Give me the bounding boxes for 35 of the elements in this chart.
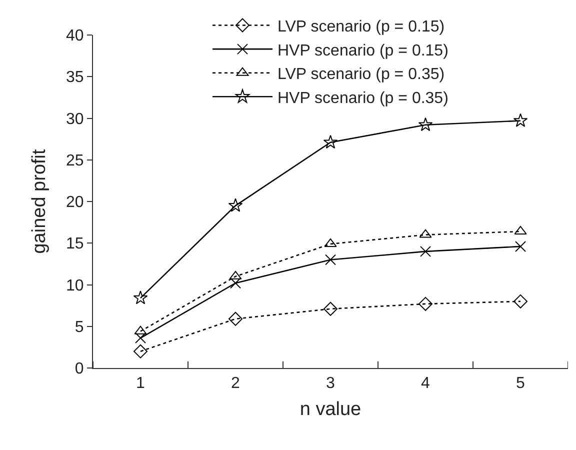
x-tick-label: 1 <box>136 375 146 392</box>
x-axis-title: n value <box>300 399 362 420</box>
point <box>228 312 242 326</box>
point <box>134 344 148 358</box>
y-tick-label: 10 <box>66 277 84 294</box>
y-tick-label: 35 <box>66 69 84 86</box>
x-tick-label: 4 <box>421 375 430 392</box>
point <box>228 198 243 212</box>
y-axis-title: gained profit <box>28 148 50 254</box>
y-tick-label: 40 <box>66 28 84 45</box>
x-tick-label: 5 <box>516 375 526 392</box>
y-tick-label: 0 <box>74 360 84 378</box>
y-tick-label: 30 <box>66 110 84 128</box>
point <box>230 278 241 289</box>
y-tick-label: 15 <box>66 236 84 253</box>
legend-label: HVP scenario (p = 0.15) <box>278 42 448 60</box>
point <box>324 302 338 316</box>
legend-label: HVP scenario (p = 0.35) <box>278 90 448 107</box>
point <box>513 113 528 127</box>
point <box>135 332 146 344</box>
point <box>418 296 432 311</box>
y-tick-label: 25 <box>66 152 84 170</box>
x-tick-label: 2 <box>231 375 240 392</box>
legend-label: LVP scenario (p = 0.35) <box>278 66 445 84</box>
point <box>325 254 336 266</box>
point <box>133 290 148 304</box>
x-tick-label: 3 <box>326 375 336 392</box>
point <box>323 134 338 149</box>
point <box>418 117 433 132</box>
point <box>420 246 431 257</box>
y-tick-label: 20 <box>66 194 84 212</box>
point <box>515 240 526 252</box>
legend-label: LVP scenario (p = 0.15) <box>278 18 445 36</box>
y-tick-label: 5 <box>74 318 84 336</box>
point <box>514 294 528 308</box>
